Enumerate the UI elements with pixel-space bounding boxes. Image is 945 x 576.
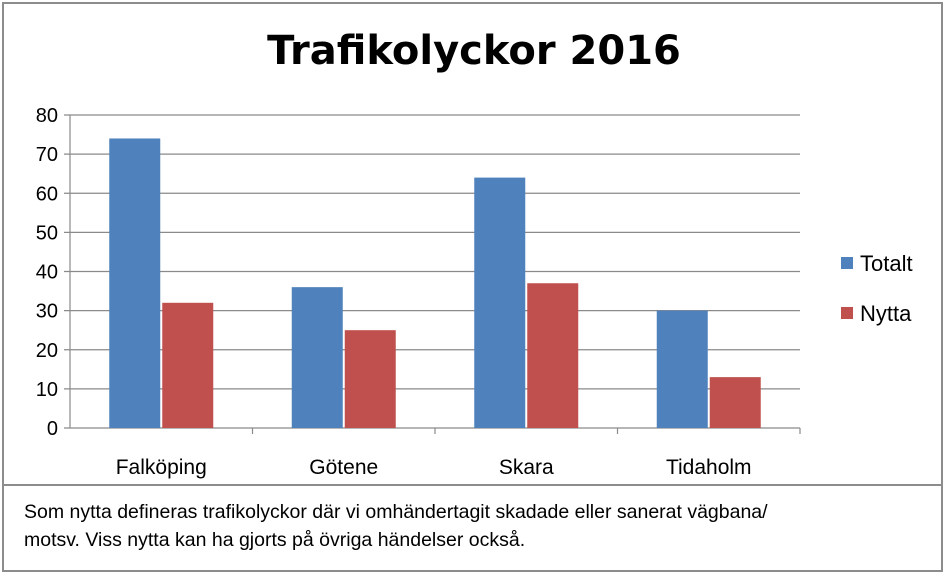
y-tick-label: 80 [36,105,58,127]
bar-nytta-2 [344,330,396,428]
y-tick-label: 20 [36,340,58,362]
chart-title: Trafikolyckor 2016 [267,28,681,74]
bar-chart: Trafikolyckor 2016 0 10 20 30 40 50 60 70 80 Falkö… [36,28,913,479]
chart-caption: Som nytta defineras trafikolyckor där vi… [24,498,924,554]
bar-nytta-1 [162,302,214,428]
legend-swatch-totalt [841,257,853,269]
y-tick-label: 30 [36,301,58,323]
legend-label-totalt: Totalt [860,251,913,276]
bar-totalt-1 [109,138,161,428]
x-category-label: Tidaholm [666,456,752,479]
bar-nytta-4 [709,377,761,428]
y-tick-label: 60 [36,183,58,205]
x-category-label: Skara [499,456,554,479]
caption-line-2: motsv. Viss nytta kan ha gjorts på övrig… [24,529,526,551]
legend-label-nytta: Nytta [860,301,912,326]
y-tick-label: 70 [36,144,58,166]
bar-totalt-2 [291,287,343,428]
bar-totalt-4 [656,310,708,428]
y-tick-label: 50 [36,222,58,244]
y-tick-label: 0 [47,418,58,440]
bar-totalt-3 [474,177,526,428]
legend-swatch-nytta [841,307,853,319]
y-tick-label: 10 [36,379,58,401]
caption-line-1: Som nytta defineras trafikolyckor där vi… [24,501,768,523]
chart-panel: Trafikolyckor 2016 0 10 20 30 40 50 60 70 80 Falkö… [4,4,941,486]
y-tick-label: 40 [36,262,58,284]
x-category-label: Falköping [116,456,207,479]
bar-nytta-3 [527,283,579,428]
x-category-label: Götene [309,456,378,479]
